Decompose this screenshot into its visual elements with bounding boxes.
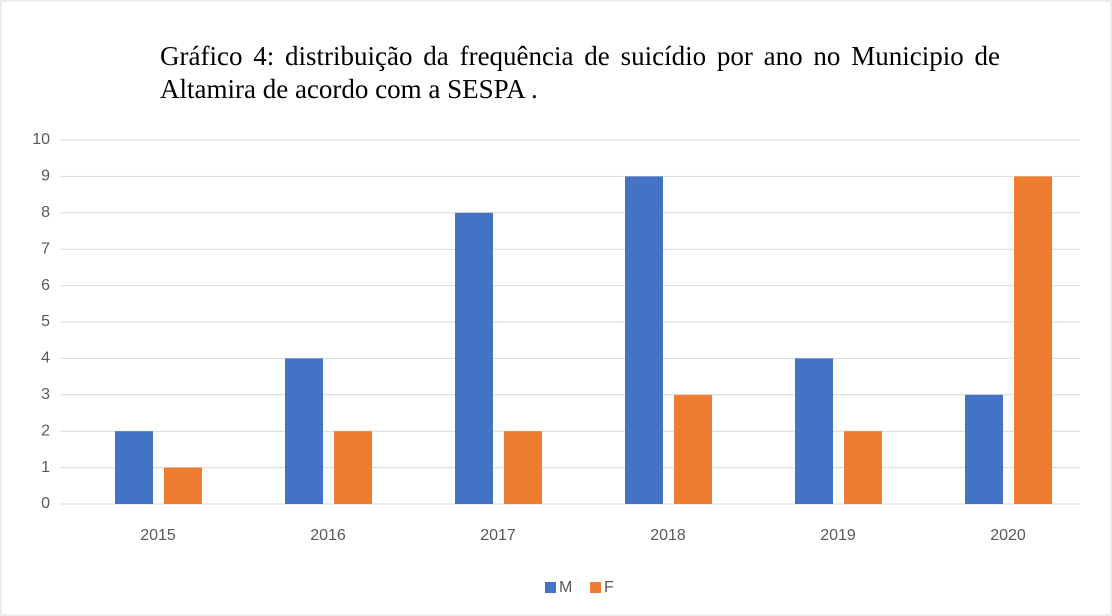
bar: [965, 394, 1003, 504]
y-tick-label: 5: [41, 313, 50, 330]
bar: [504, 431, 542, 504]
bar: [795, 358, 833, 504]
y-tick-label: 6: [41, 277, 50, 294]
y-tick-label: 0: [41, 495, 50, 512]
x-tick-label: 2017: [480, 527, 516, 544]
legend-label: M: [559, 579, 572, 596]
bar: [334, 431, 372, 504]
y-tick-label: 1: [41, 459, 50, 476]
x-tick-label: 2015: [140, 527, 176, 544]
y-tick-label: 4: [41, 350, 50, 367]
x-tick-label: 2019: [820, 527, 856, 544]
x-tick-label: 2018: [650, 527, 686, 544]
y-tick-label: 8: [41, 204, 50, 221]
bar: [844, 431, 882, 504]
y-tick-label: 10: [32, 131, 50, 148]
x-tick-label: 2020: [990, 527, 1026, 544]
y-tick-label: 7: [41, 240, 50, 257]
bar: [285, 358, 323, 504]
y-tick-label: 2: [41, 422, 50, 439]
bar: [625, 176, 663, 504]
legend-swatch: [545, 582, 556, 593]
y-tick-label: 3: [41, 386, 50, 403]
legend-swatch: [590, 582, 601, 593]
legend-label: F: [604, 579, 614, 596]
bar: [455, 212, 493, 505]
chart-title: Gráfico 4: distribuição da frequência de…: [160, 41, 1000, 104]
bar: [164, 467, 202, 504]
x-tick-label: 2016: [310, 527, 346, 544]
bar: [674, 394, 712, 504]
bar: [115, 431, 153, 504]
bar: [1014, 176, 1052, 504]
y-tick-label: 9: [41, 168, 50, 185]
